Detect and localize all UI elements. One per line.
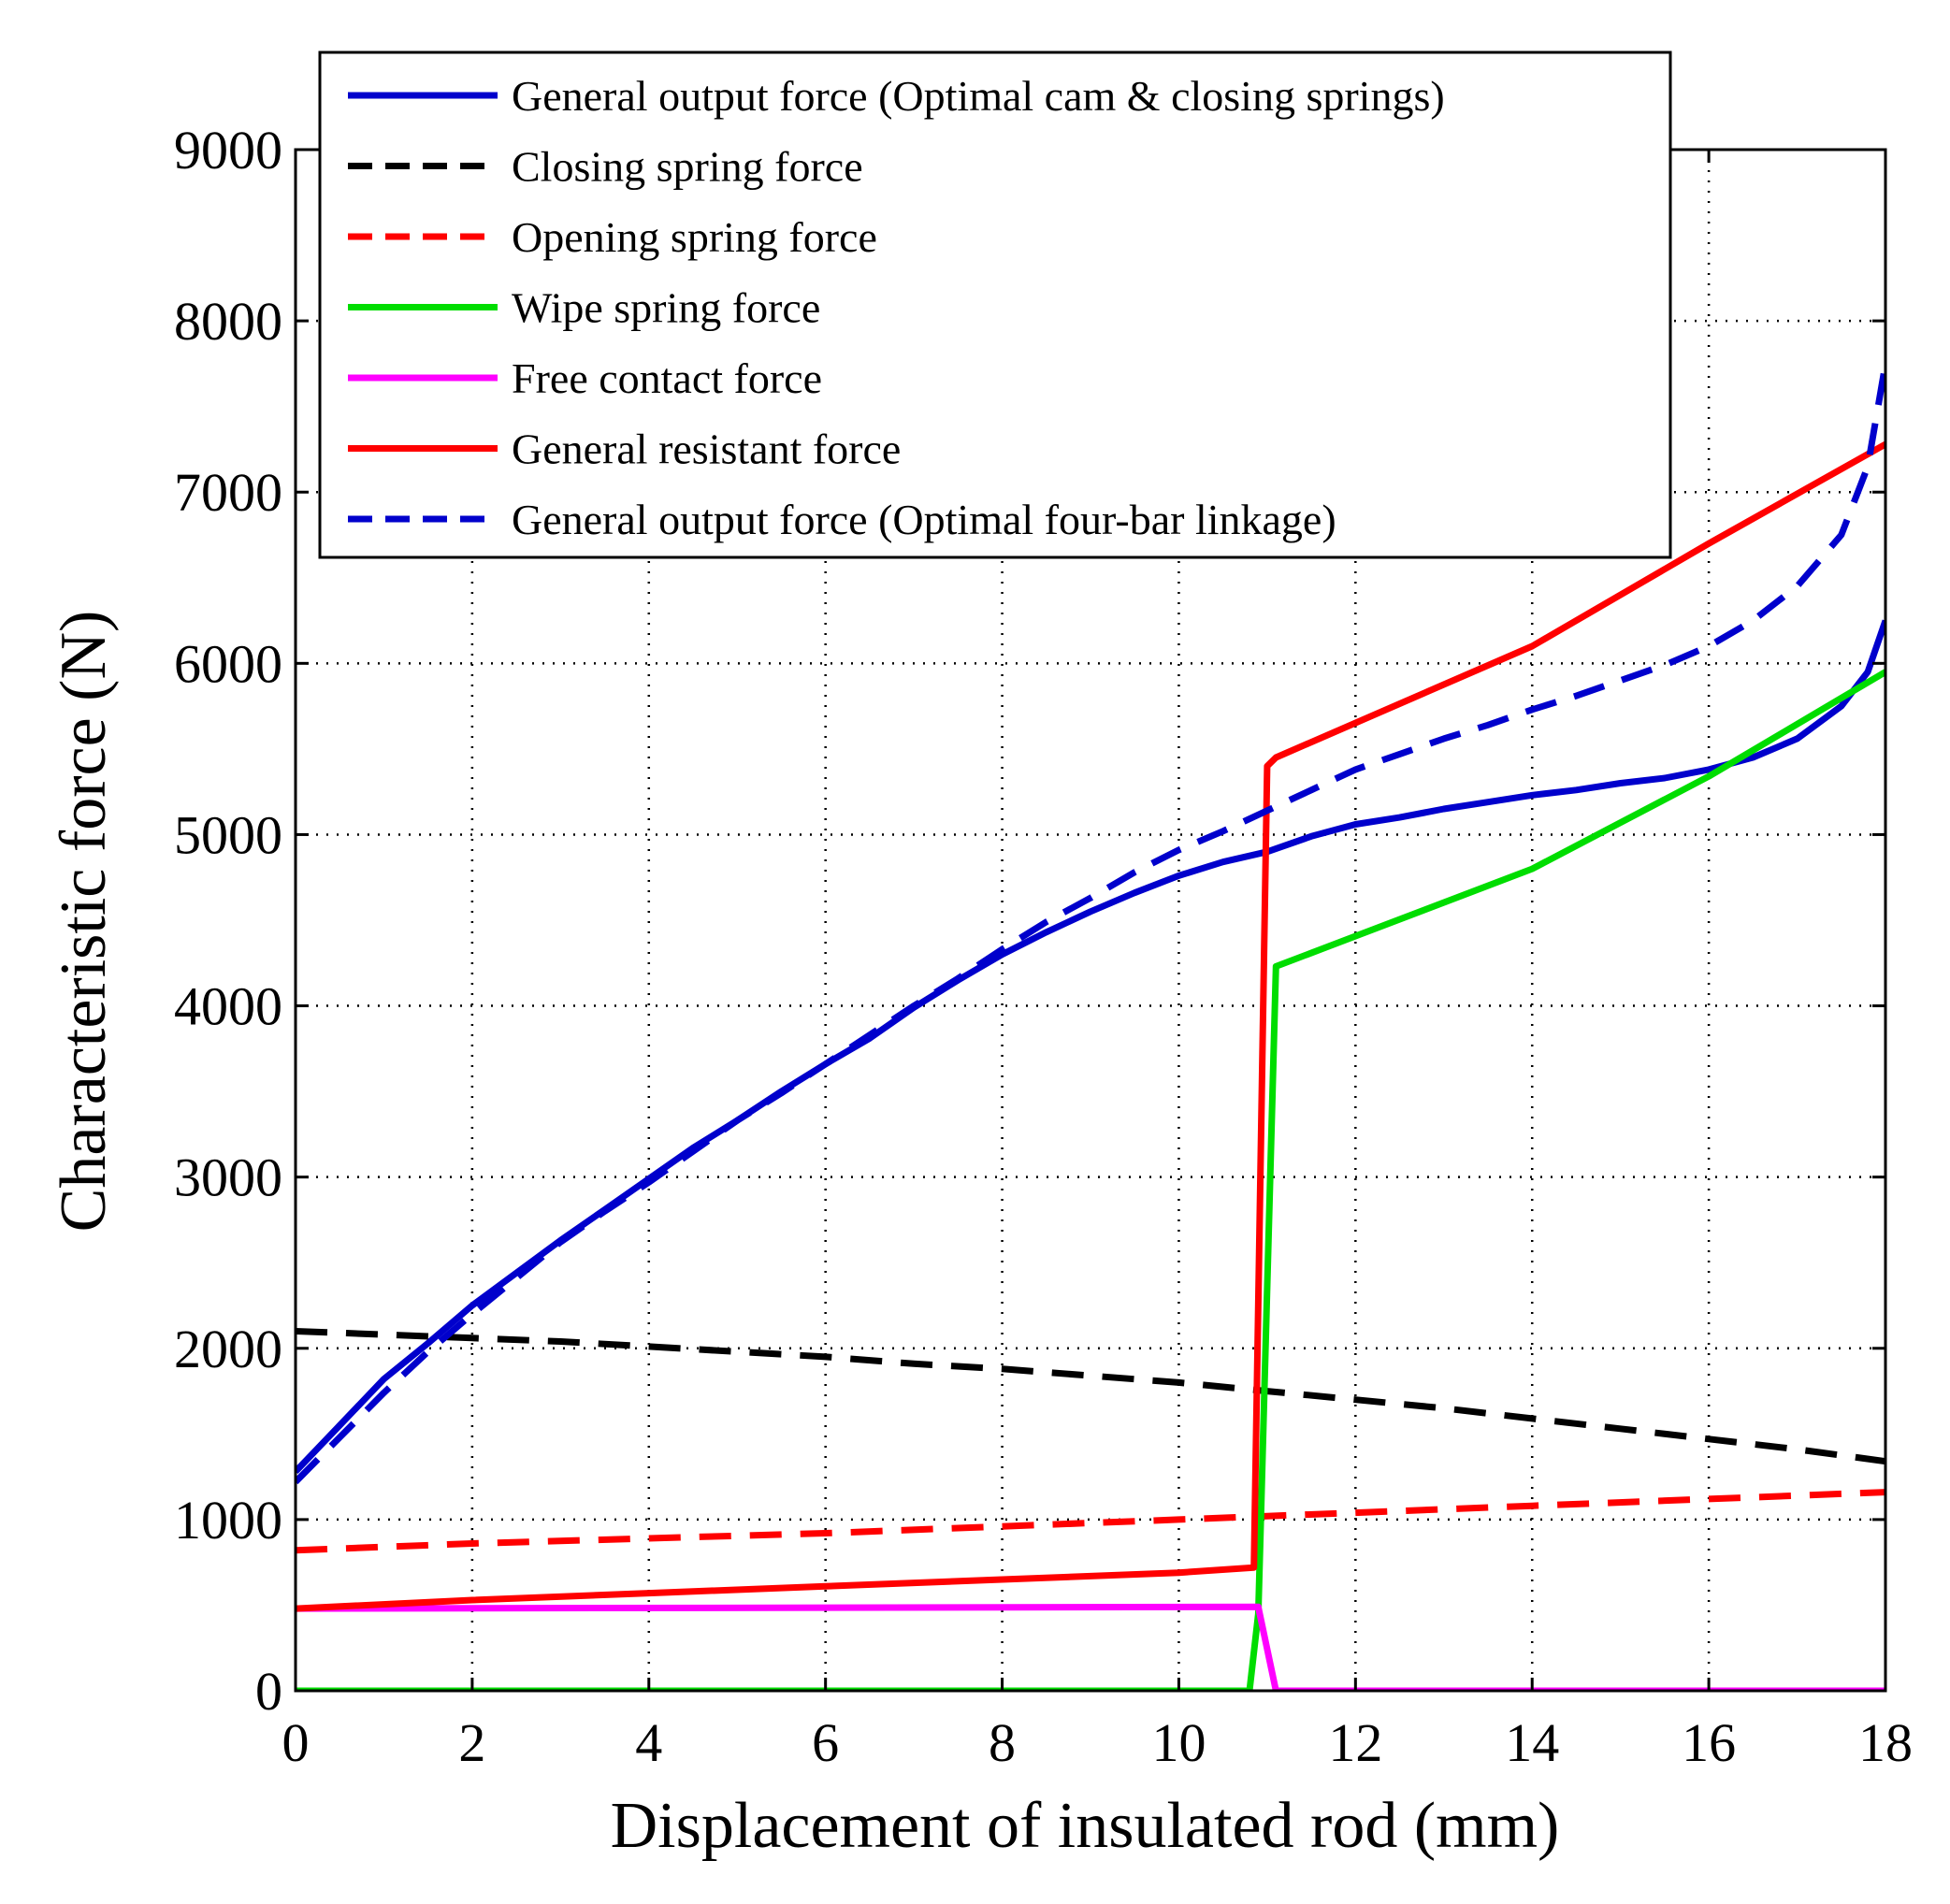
axis-ticks: 0 2 4 6 8 10 12 14 16 18 0 1000 2000 3000 4000 5000 6000… (174, 120, 1913, 1773)
x-tick-label: 12 (1328, 1712, 1382, 1773)
x-tick-label: 0 (282, 1712, 310, 1773)
legend-label: General output force (Optimal cam & clos… (512, 72, 1445, 120)
legend-label: Wipe spring force (512, 284, 820, 332)
series-line-6 (296, 440, 1885, 1612)
series-line-2 (296, 1328, 1885, 1465)
y-tick-label: 9000 (174, 120, 282, 180)
series-line-5 (296, 1603, 1885, 1691)
x-tick-label: 6 (812, 1712, 839, 1773)
series-line-1 (296, 619, 1885, 1475)
y-tick-label: 0 (255, 1661, 282, 1722)
series-line-4 (296, 669, 1885, 1691)
y-tick-label: 4000 (174, 976, 282, 1037)
y-tick-label: 7000 (174, 462, 282, 523)
x-tick-label: 14 (1505, 1712, 1559, 1773)
y-tick-label: 3000 (174, 1147, 282, 1208)
series-line-3 (296, 1489, 1885, 1554)
legend-label: General resistant force (512, 426, 901, 473)
legend-label: Closing spring force (512, 143, 863, 191)
y-tick-label: 6000 (174, 633, 282, 694)
y-tick-label: 8000 (174, 291, 282, 352)
legend: General output force (Optimal cam & clos… (318, 50, 1672, 559)
y-tick-label: 2000 (174, 1319, 282, 1379)
x-tick-label: 10 (1151, 1712, 1206, 1773)
y-tick-label: 5000 (174, 804, 282, 865)
y-tick-label: 1000 (174, 1490, 282, 1551)
legend-label: Free contact force (512, 354, 822, 402)
x-tick-label: 18 (1858, 1712, 1913, 1773)
x-tick-label: 8 (989, 1712, 1016, 1773)
x-tick-label: 16 (1682, 1712, 1736, 1773)
x-tick-label: 4 (635, 1712, 662, 1773)
series-line-7 (296, 363, 1885, 1485)
legend-label: General output force (Optimal four-bar l… (512, 496, 1336, 543)
legend-box (318, 50, 1672, 559)
y-axis-title: Characteristic force (N) (48, 611, 120, 1233)
x-tick-label: 2 (458, 1712, 485, 1773)
legend-label: Opening spring force (512, 213, 877, 261)
series-group (296, 363, 1885, 1691)
x-axis-title: Displacement of insulated rod (mm) (611, 1790, 1560, 1862)
